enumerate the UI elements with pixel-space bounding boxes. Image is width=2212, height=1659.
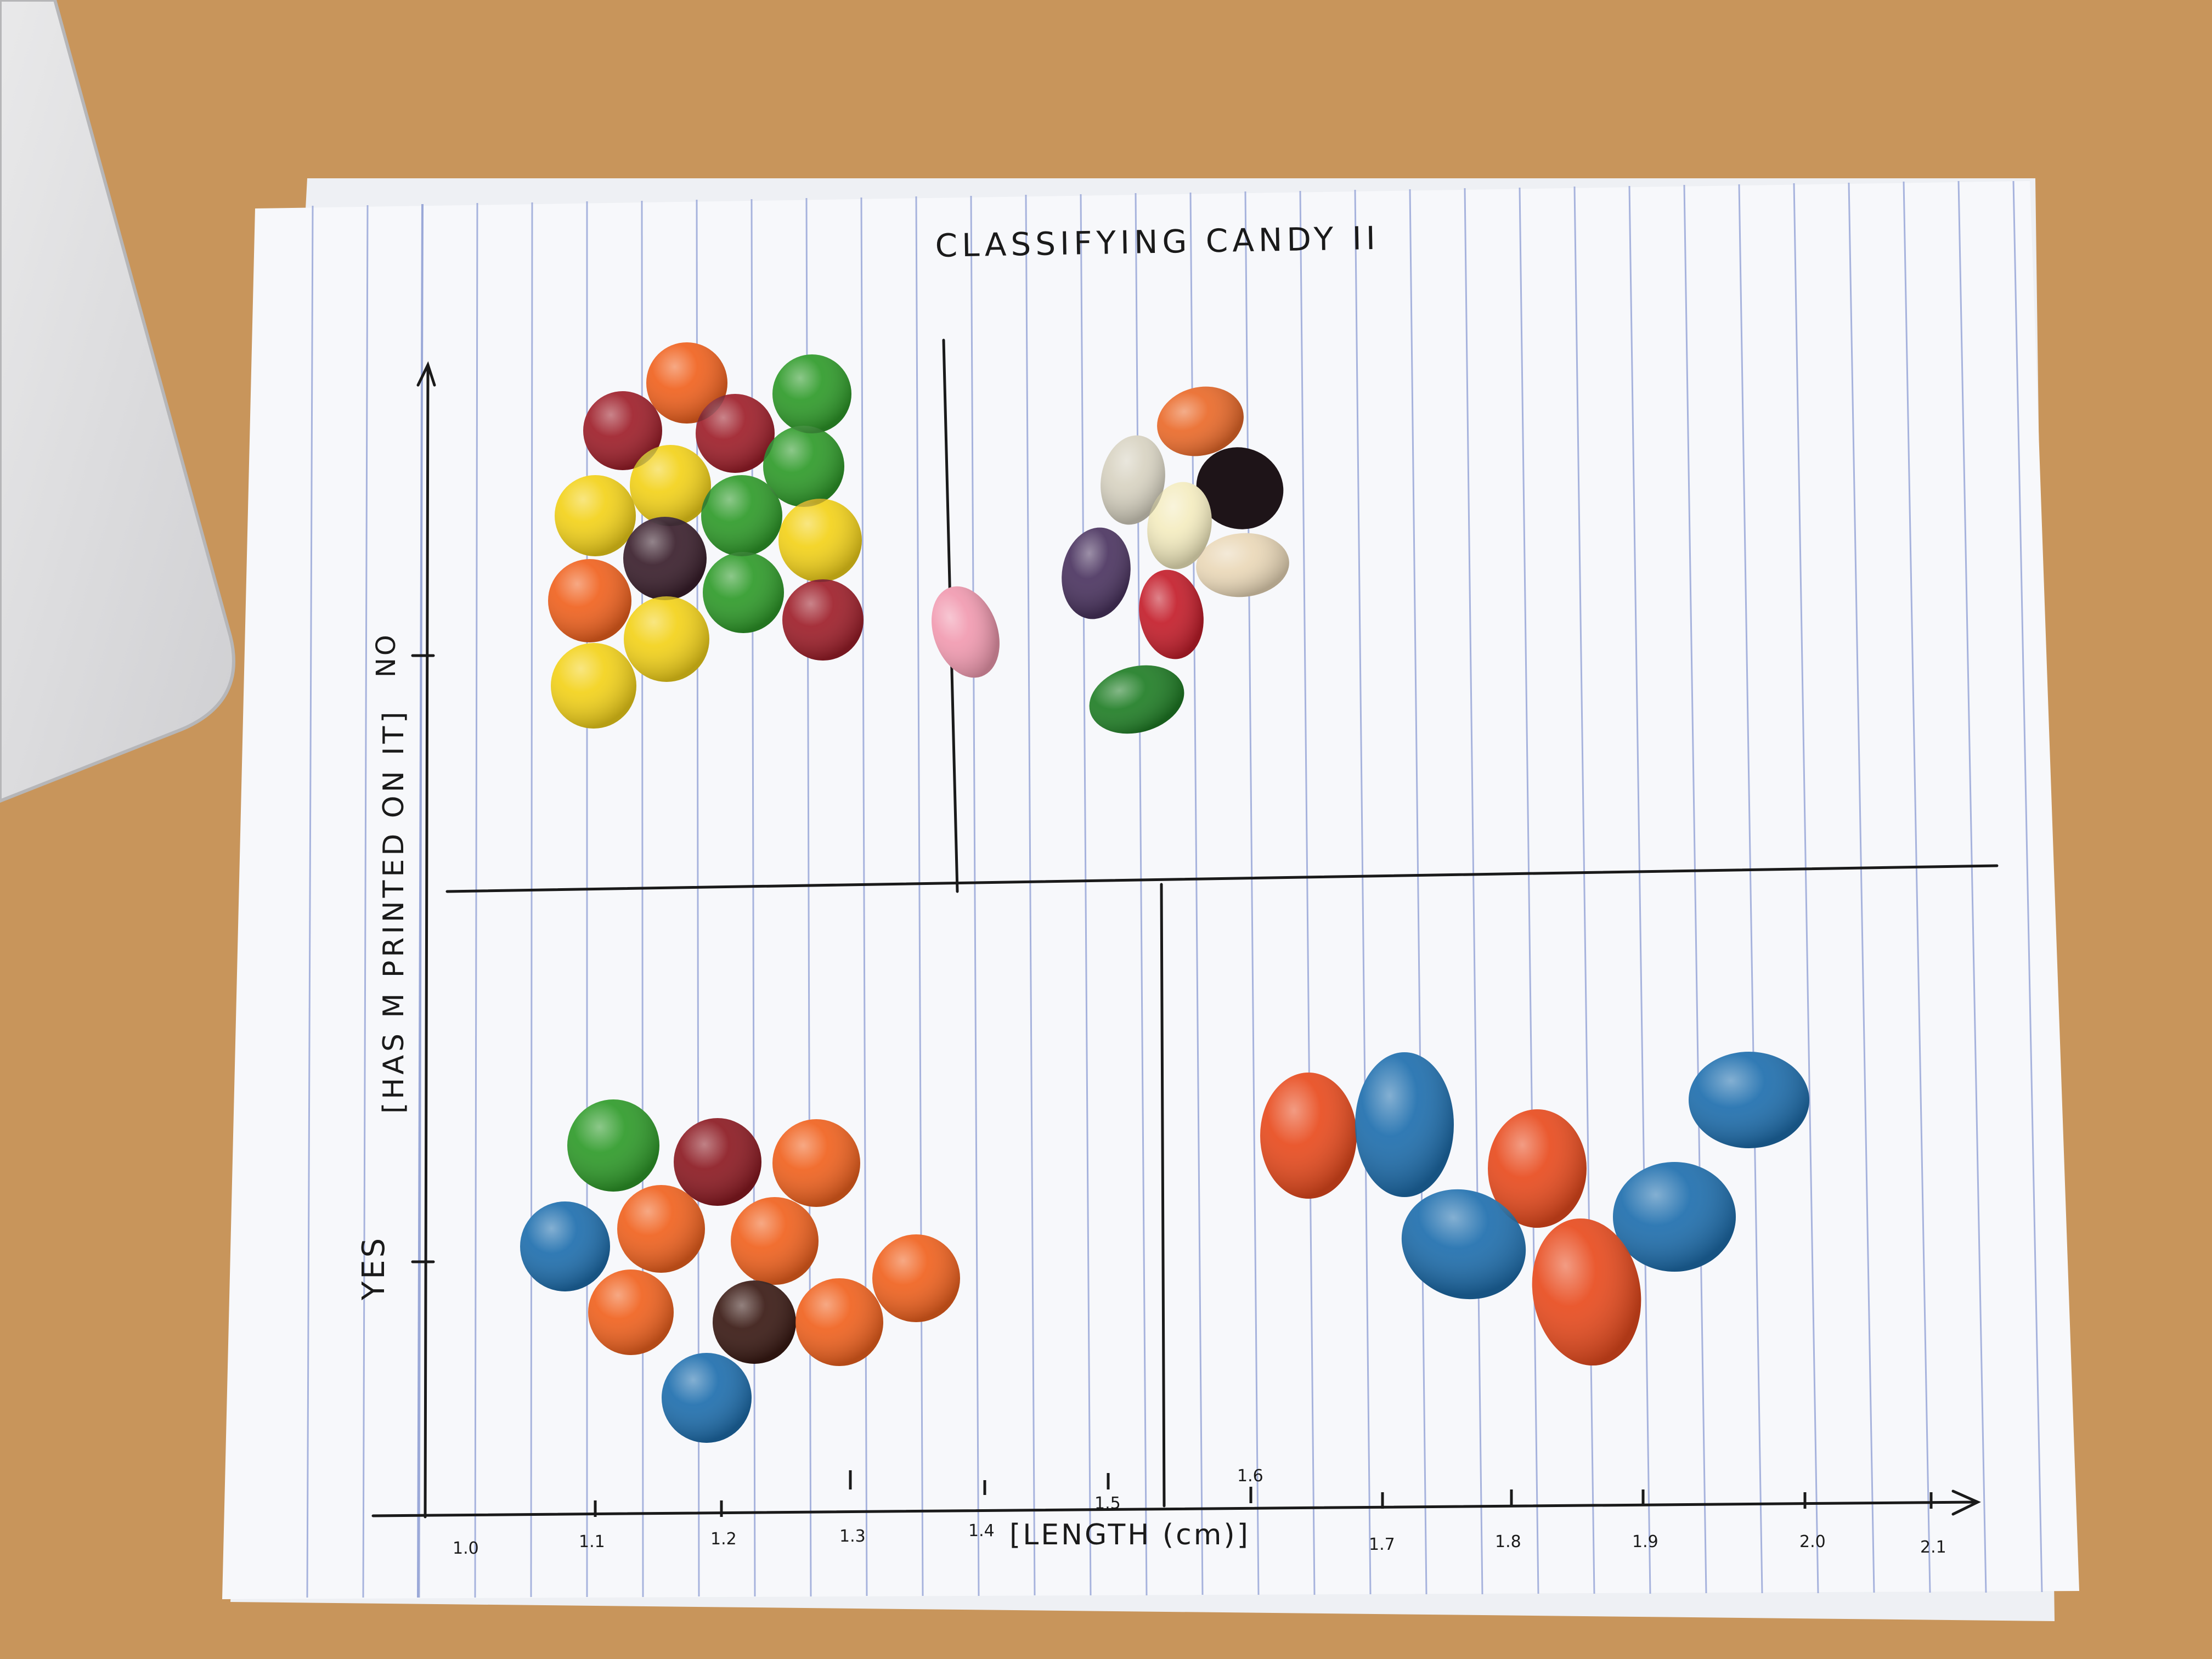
x-tick-1-9: 1.9 xyxy=(1632,1532,1658,1551)
margin-line xyxy=(417,204,424,1598)
x-tick-1-4: 1.4 xyxy=(968,1521,995,1541)
jelly-beans-group xyxy=(932,386,1289,734)
x-axis xyxy=(371,1500,1977,1517)
x-tick-labels: 1.0 1.1 1.2 1.3 1.4 1.5 1.6 1.7 1.8 1.9 … xyxy=(453,1466,1946,1558)
mms-small-group xyxy=(520,1099,960,1443)
mms-peanut-group xyxy=(1260,1052,1809,1366)
jelly-bean xyxy=(1196,447,1284,529)
y-axis-arrow xyxy=(416,361,436,387)
x-tick-1-2: 1.2 xyxy=(710,1530,737,1549)
chart-title: CLASSIFYING CANDY II xyxy=(935,219,1380,264)
vertical-divider-bottom xyxy=(1160,883,1166,1508)
x-tick-1-1: 1.1 xyxy=(579,1532,605,1551)
x-tick-1-7: 1.7 xyxy=(1369,1535,1395,1554)
x-tick-2-0: 2.0 xyxy=(1799,1532,1826,1551)
x-tick-1-0: 1.0 xyxy=(453,1539,479,1558)
y-label-yes: YES xyxy=(356,1236,392,1301)
x-axis-label: [LENGTH (cm)] xyxy=(1009,1519,1250,1551)
x-axis-arrow xyxy=(1951,1489,1981,1516)
x-tick-1-5: 1.5 xyxy=(1094,1494,1121,1513)
x-tick-1-6: 1.6 xyxy=(1237,1466,1263,1486)
skittles-group xyxy=(548,342,864,729)
laptop-corner xyxy=(0,0,235,803)
x-tick-1-3: 1.3 xyxy=(839,1527,866,1546)
x-tick-2-1: 2.1 xyxy=(1920,1538,1946,1557)
x-tick-marks xyxy=(594,1470,1933,1517)
horizontal-divider xyxy=(445,864,1999,893)
y-axis-label: [HAS M PRINTED ON IT] xyxy=(377,708,410,1114)
x-tick-1-8: 1.8 xyxy=(1495,1532,1521,1551)
y-label-no: NO xyxy=(371,633,402,678)
y-axis xyxy=(424,366,430,1519)
